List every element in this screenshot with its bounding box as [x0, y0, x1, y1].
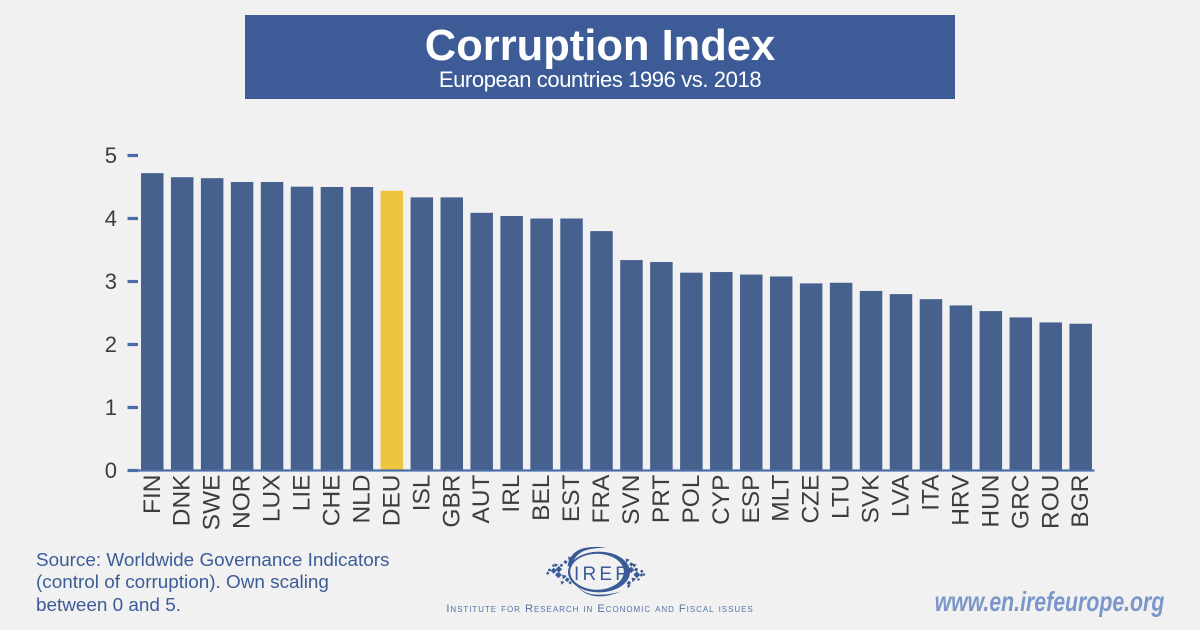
svg-text:MLT: MLT [768, 474, 795, 521]
svg-text:AUT: AUT [468, 474, 495, 523]
svg-text:ITA: ITA [917, 474, 944, 511]
svg-text:BEL: BEL [528, 475, 555, 521]
svg-text:NLD: NLD [348, 475, 375, 524]
svg-text:CZE: CZE [798, 475, 825, 524]
svg-text:ROU: ROU [1037, 475, 1064, 529]
svg-text:POL: POL [678, 475, 705, 524]
svg-text:HRV: HRV [947, 474, 974, 526]
svg-text:SVK: SVK [858, 474, 885, 524]
svg-text:IRL: IRL [498, 475, 525, 513]
svg-text:GBR: GBR [438, 475, 465, 528]
svg-text:LIE: LIE [289, 475, 316, 512]
svg-text:1: 1 [105, 395, 117, 420]
svg-text:CYP: CYP [708, 475, 735, 525]
svg-text:HUN: HUN [977, 475, 1004, 528]
svg-text:SWE: SWE [199, 475, 226, 531]
svg-text:ISL: ISL [408, 475, 435, 512]
svg-text:FIN: FIN [139, 475, 166, 514]
svg-text:IREF: IREF [574, 564, 630, 585]
svg-text:LVA: LVA [888, 474, 915, 517]
svg-text:LUX: LUX [259, 475, 286, 523]
svg-text:5: 5 [105, 143, 117, 168]
svg-text:DEU: DEU [378, 475, 405, 527]
svg-text:PRT: PRT [648, 474, 675, 523]
svg-text:GRC: GRC [1007, 475, 1034, 529]
svg-text:LTU: LTU [828, 475, 855, 519]
svg-text:4: 4 [105, 206, 117, 231]
svg-text:CHE: CHE [318, 475, 345, 527]
svg-text:BGR: BGR [1067, 475, 1094, 528]
svg-text:EST: EST [558, 474, 585, 522]
svg-text:NOR: NOR [229, 475, 256, 529]
svg-text:3: 3 [105, 269, 117, 294]
svg-text:ESP: ESP [738, 475, 765, 524]
svg-text:2: 2 [105, 332, 117, 357]
svg-text:DNK: DNK [169, 474, 196, 526]
svg-text:FRA: FRA [588, 474, 615, 524]
svg-text:SVN: SVN [618, 475, 645, 525]
svg-text:0: 0 [105, 458, 117, 483]
